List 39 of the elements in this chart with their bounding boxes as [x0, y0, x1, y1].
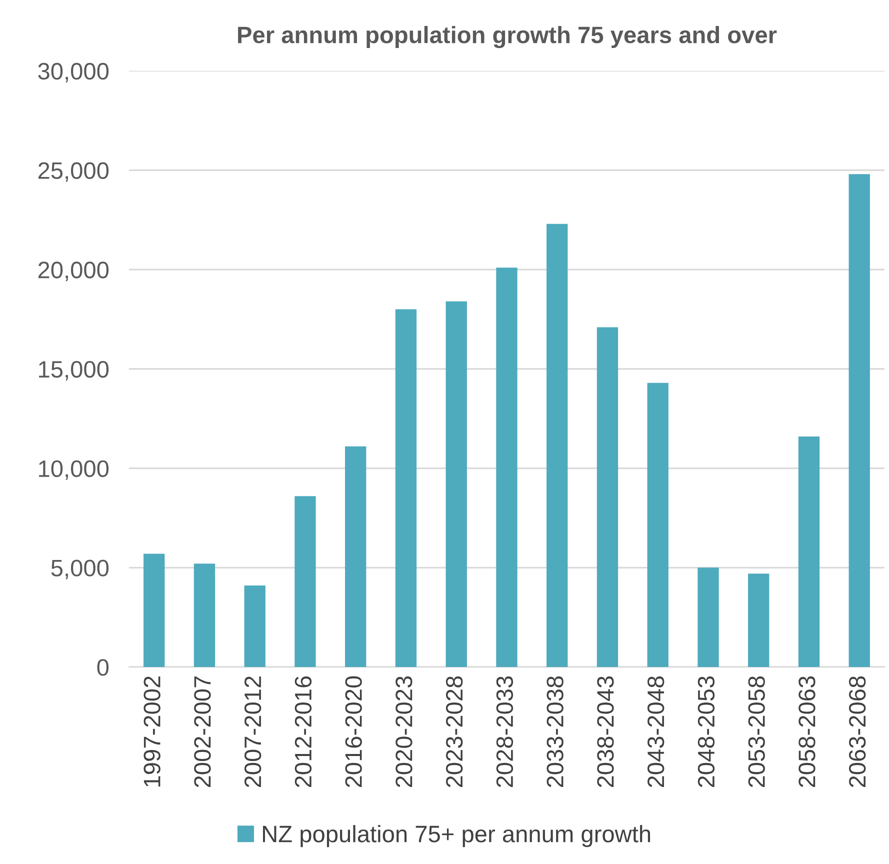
y-tick-label: 0: [97, 659, 109, 676]
x-tick-label: 2012-2016: [294, 676, 312, 788]
x-tick-label: 2002-2007: [194, 676, 211, 788]
bar: [496, 268, 518, 668]
bar: [194, 564, 216, 668]
bar: [395, 309, 417, 668]
bar: [294, 496, 316, 668]
bar: [748, 574, 770, 668]
x-tick-label: 2063-2068: [848, 676, 866, 788]
x-tick-label: 2033-2038: [546, 676, 564, 788]
bar: [698, 568, 719, 668]
x-tick-label: 2020-2023: [396, 676, 412, 788]
bar: [244, 586, 266, 668]
bar: [596, 327, 618, 668]
x-tick-label: 2023-2028: [446, 676, 463, 788]
bar: [446, 301, 467, 668]
bar: [144, 554, 165, 668]
x-tick-label: 2038-2043: [597, 676, 614, 788]
bar: [546, 224, 568, 668]
y-tick-label: 15,000: [39, 360, 109, 381]
legend-label: NZ population 75+ per annum growth: [263, 825, 650, 848]
x-tick-label: 1997-2002: [144, 676, 160, 786]
bar: [798, 436, 820, 668]
x-tick-label: 2058-2063: [798, 676, 816, 788]
chart-title: Per annum population growth 75 years and over: [238, 26, 777, 48]
bar: [848, 174, 870, 668]
x-tick-label: 2028-2033: [496, 676, 514, 788]
y-tick-label: 5,000: [51, 560, 109, 580]
y-tick-label: 20,000: [38, 262, 109, 282]
x-tick-label: 2043-2048: [647, 676, 664, 788]
y-tick-label: 30,000: [38, 62, 109, 82]
bar: [345, 446, 366, 668]
x-tick-label: 2048-2053: [698, 676, 715, 788]
x-tick-label: 2053-2058: [748, 676, 765, 788]
y-tick-label: 10,000: [39, 460, 109, 480]
y-tick-label: 25,000: [38, 162, 109, 182]
x-tick-label: 2016-2020: [345, 676, 362, 788]
bar: [647, 382, 668, 668]
x-tick-label: 2007-2012: [244, 676, 262, 788]
